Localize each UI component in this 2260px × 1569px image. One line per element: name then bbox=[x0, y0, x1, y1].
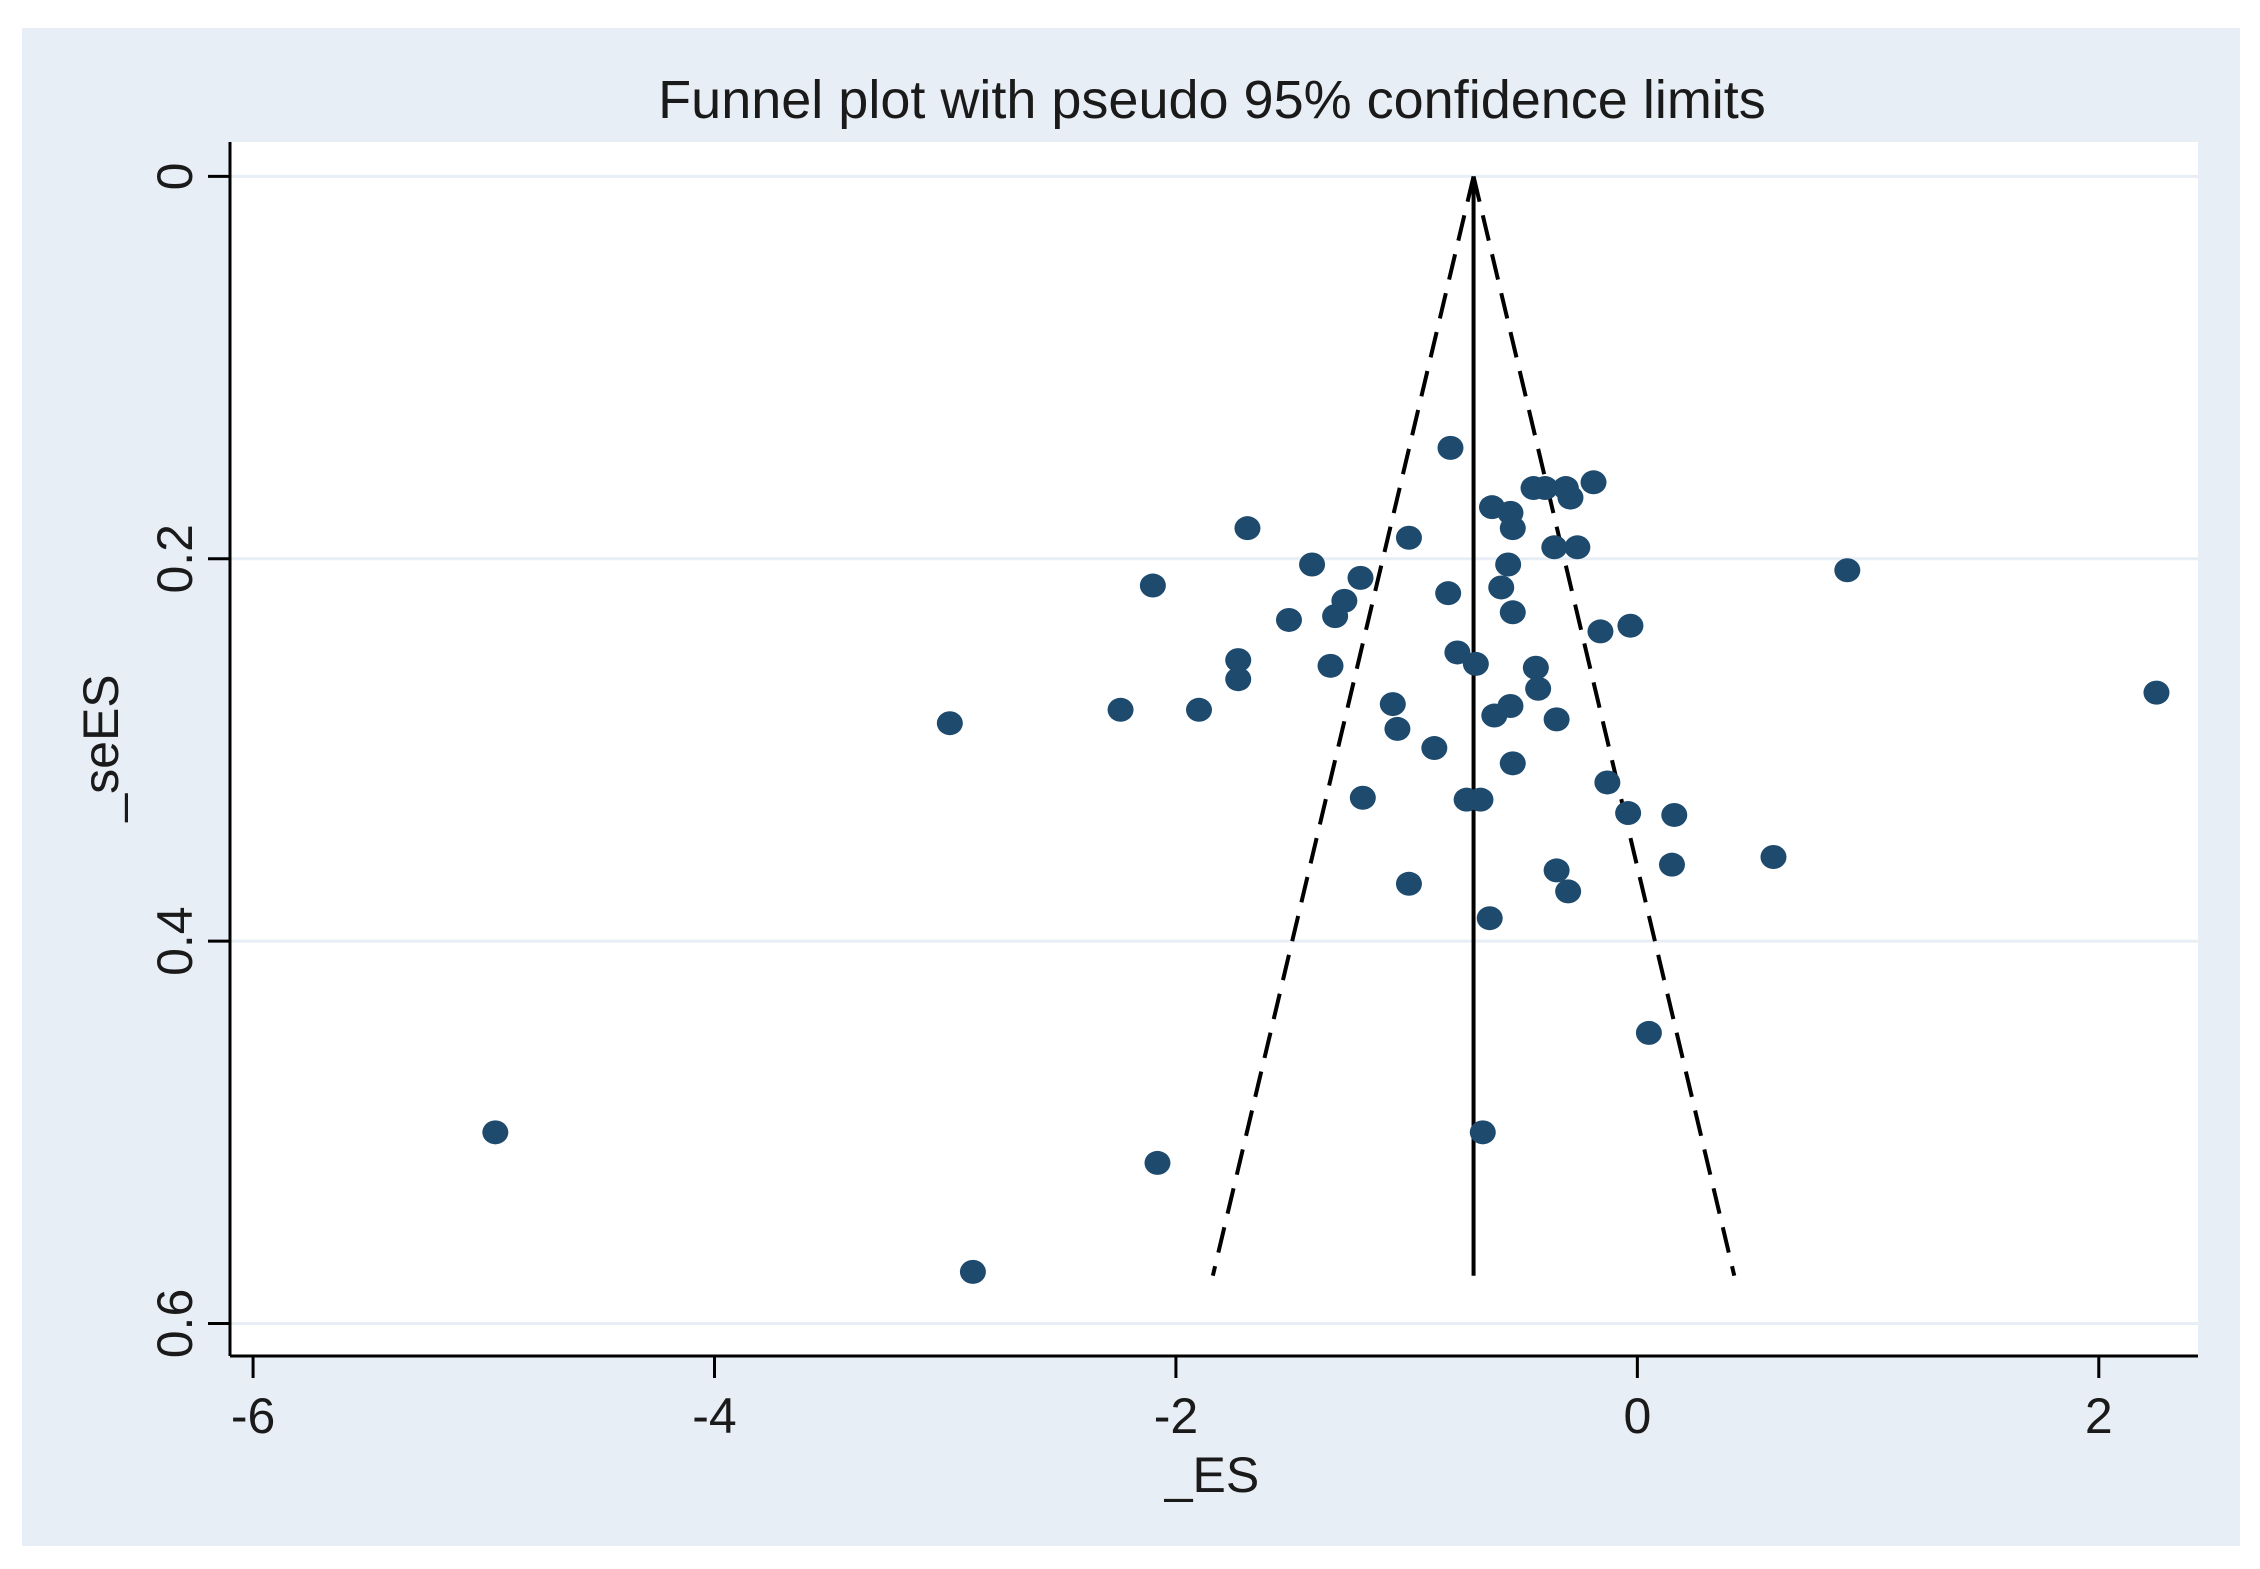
data-point bbox=[1347, 565, 1374, 590]
data-point bbox=[1543, 858, 1570, 883]
data-point bbox=[1635, 1020, 1662, 1045]
data-point bbox=[1469, 1120, 1496, 1145]
data-point bbox=[959, 1259, 986, 1284]
data-point bbox=[1541, 535, 1568, 560]
data-point bbox=[1275, 607, 1302, 632]
data-point bbox=[1349, 785, 1376, 810]
x-axis-label: _ES bbox=[1164, 1447, 1260, 1503]
data-point bbox=[2143, 680, 2170, 705]
data-point bbox=[1186, 697, 1213, 722]
data-point bbox=[1225, 667, 1252, 692]
data-point bbox=[1225, 648, 1252, 673]
data-point bbox=[1495, 552, 1522, 577]
data-point bbox=[1379, 692, 1406, 717]
data-point bbox=[1395, 871, 1422, 896]
data-point bbox=[1322, 604, 1349, 629]
plot-area bbox=[230, 142, 2198, 1356]
y-tick-label: 0.6 bbox=[147, 1289, 203, 1359]
data-point bbox=[1834, 558, 1861, 583]
data-point bbox=[1421, 736, 1448, 761]
data-point bbox=[1144, 1150, 1171, 1175]
data-points bbox=[482, 435, 2170, 1284]
data-point bbox=[936, 711, 963, 736]
data-point bbox=[1522, 655, 1549, 680]
gridlines bbox=[230, 174, 2198, 1325]
data-point bbox=[1384, 716, 1411, 741]
y-tick-label: 0.2 bbox=[147, 524, 203, 594]
data-point bbox=[1499, 516, 1526, 541]
data-point bbox=[1317, 653, 1344, 678]
data-point bbox=[1462, 651, 1489, 676]
data-point bbox=[1139, 573, 1166, 598]
y-tick-label: 0 bbox=[147, 163, 203, 191]
data-point bbox=[1661, 802, 1688, 827]
funnel-lines bbox=[1210, 175, 1737, 1277]
data-point bbox=[1499, 600, 1526, 625]
y-tick-label: 0.4 bbox=[147, 906, 203, 976]
data-point bbox=[1580, 470, 1607, 495]
data-point bbox=[1481, 703, 1508, 728]
data-point bbox=[1299, 552, 1326, 577]
data-point bbox=[1557, 485, 1584, 510]
x-tick-label: 0 bbox=[1623, 1388, 1651, 1444]
x-tick-label: -2 bbox=[1154, 1388, 1198, 1444]
data-point bbox=[1437, 435, 1464, 460]
data-point bbox=[482, 1120, 509, 1145]
lower-confidence-limit bbox=[1210, 175, 1476, 1277]
data-point bbox=[1107, 697, 1134, 722]
y-axis-label: _seES bbox=[73, 674, 129, 822]
data-point bbox=[1499, 751, 1526, 776]
data-point bbox=[1555, 879, 1582, 904]
data-point bbox=[1617, 613, 1644, 638]
data-point bbox=[1476, 906, 1503, 931]
x-tick-label: -6 bbox=[231, 1388, 275, 1444]
data-point bbox=[1543, 707, 1570, 732]
data-point bbox=[1587, 619, 1614, 644]
data-point bbox=[1435, 581, 1462, 606]
data-point bbox=[1525, 676, 1552, 701]
data-point bbox=[1760, 845, 1787, 870]
x-tick-label: 2 bbox=[2085, 1388, 2113, 1444]
data-point bbox=[1467, 787, 1494, 812]
x-tick-label: -4 bbox=[692, 1388, 736, 1444]
data-point bbox=[1564, 535, 1591, 560]
data-point bbox=[1532, 476, 1559, 501]
upper-confidence-limit bbox=[1471, 175, 1737, 1277]
chart-title: Funnel plot with pseudo 95% confidence l… bbox=[658, 70, 1766, 130]
data-point bbox=[1594, 770, 1621, 795]
data-point bbox=[1488, 575, 1515, 600]
data-point bbox=[1395, 525, 1422, 550]
data-point bbox=[1444, 640, 1471, 665]
data-point bbox=[1615, 801, 1642, 826]
data-point bbox=[1658, 852, 1685, 877]
axes: -6 -4 -2 0 2 0 0.2 0.4 0.6 bbox=[147, 142, 2198, 1444]
data-point bbox=[1234, 516, 1261, 541]
